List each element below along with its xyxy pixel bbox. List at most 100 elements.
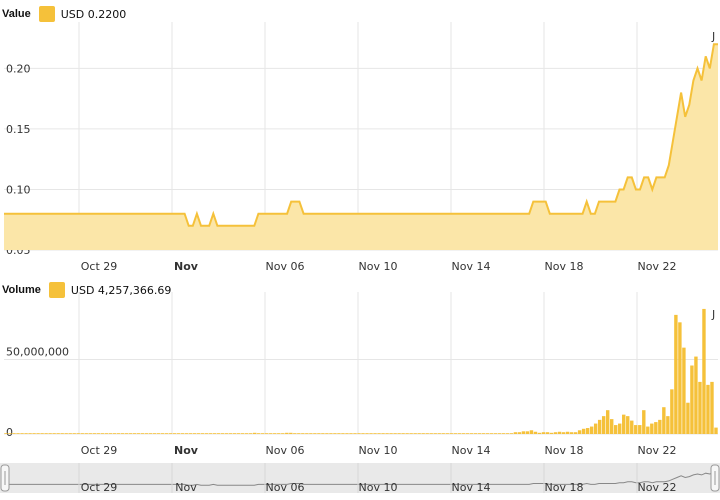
volume-bar — [36, 433, 40, 434]
volume-bar — [273, 433, 277, 434]
volume-bar — [321, 433, 325, 434]
volume-bar — [4, 433, 8, 434]
volume-bar — [561, 432, 566, 434]
volume-bar — [545, 432, 550, 434]
volume-bar — [253, 432, 257, 434]
volume-bar — [148, 433, 153, 434]
volume-bar — [265, 433, 269, 434]
volume-bar — [441, 433, 445, 434]
volume-bar — [674, 314, 678, 434]
volume-bar — [32, 433, 36, 434]
volume-bar — [690, 365, 694, 434]
volume-bar — [164, 433, 169, 434]
value-panel-title: Value — [2, 8, 31, 20]
volume-bar — [549, 432, 554, 434]
volume-bar — [353, 433, 357, 434]
volume-bar — [630, 420, 634, 434]
volume-bar — [605, 410, 610, 434]
volume-bar — [626, 416, 630, 434]
volume-bar — [216, 433, 221, 434]
volume-bar — [654, 422, 658, 434]
volume-bar — [377, 433, 381, 434]
volume-bar — [285, 432, 289, 434]
volume-bar — [349, 433, 353, 434]
volume-bar — [301, 433, 305, 434]
volume-bar — [200, 433, 205, 434]
navigator-tick-label: Oct 29 — [81, 481, 118, 494]
volume-bar — [702, 308, 706, 434]
volume-bar — [509, 433, 514, 434]
volume-bar — [309, 433, 313, 434]
volume-bar — [228, 433, 233, 434]
volume-bar — [469, 433, 474, 434]
volume-bar — [541, 432, 546, 434]
value-y-tick-label: 0.15 — [6, 123, 31, 136]
volume-bar — [417, 433, 421, 434]
volume-bar — [68, 433, 72, 434]
volume-bar — [433, 433, 437, 434]
volume-x-tick-label: Nov 14 — [452, 444, 491, 457]
volume-bar — [401, 433, 405, 434]
volume-bar — [569, 432, 574, 434]
volume-bar — [634, 425, 638, 434]
value-y-tick-label: 0.10 — [6, 183, 31, 196]
volume-panel: 0 50,000,000 J Oct 29 Nov Nov 06 Nov 10 Nov 14 N… — [4, 292, 718, 457]
volume-x-tick-label: Nov 10 — [359, 444, 398, 457]
volume-bar — [553, 432, 558, 434]
navigator-tick-label: Nov 06 — [266, 481, 305, 494]
volume-bar — [453, 433, 457, 434]
volume-bar — [513, 432, 518, 434]
volume-bar — [156, 433, 161, 434]
volume-bar — [461, 433, 465, 434]
value-legend: Value USD 0.2200 — [2, 6, 126, 22]
volume-bar — [381, 433, 385, 434]
volume-bar — [682, 347, 686, 434]
volume-x-tick-label: Nov 22 — [638, 444, 677, 457]
volume-bar — [80, 433, 84, 434]
volume-bar — [293, 433, 297, 434]
volume-bar — [345, 433, 349, 434]
volume-bar — [481, 433, 486, 434]
volume-bar — [116, 433, 121, 434]
volume-bar — [232, 433, 237, 434]
volume-bar — [646, 426, 650, 434]
volume-bar — [28, 433, 32, 434]
volume-bar — [24, 433, 28, 434]
navigator-tick-label: Nov 22 — [638, 481, 677, 494]
volume-bar — [473, 433, 478, 434]
volume-bar — [449, 433, 453, 434]
volume-legend-swatch — [48, 282, 65, 298]
volume-bar — [333, 433, 337, 434]
volume-y-tick-label: 50,000,000 — [6, 346, 69, 359]
volume-legend-label: USD 4,257,366.69 — [70, 283, 172, 297]
volume-bar — [517, 432, 522, 434]
volume-bar — [40, 433, 44, 434]
volume-bar — [196, 433, 201, 434]
volume-bar — [152, 433, 157, 434]
volume-bar — [132, 433, 137, 434]
volume-bar — [176, 433, 181, 434]
volume-bar — [329, 433, 333, 434]
value-x-tick-label: Nov 14 — [452, 260, 491, 273]
volume-bar — [497, 433, 502, 434]
volume-bar — [289, 432, 293, 434]
volume-bar — [168, 433, 173, 434]
volume-bar — [365, 433, 369, 434]
volume-bar — [694, 356, 698, 434]
navigator-series-line — [4, 471, 718, 486]
volume-bar — [120, 433, 125, 434]
volume-bar — [405, 433, 409, 434]
volume-bar — [357, 433, 361, 434]
volume-bar — [88, 433, 92, 434]
volume-bar — [16, 433, 20, 434]
navigator[interactable]: Oct 29 Nov Nov 06 Nov 10 Nov 14 Nov 18 Nov 22 — [0, 463, 720, 494]
volume-bar — [650, 423, 654, 434]
volume-bar — [297, 433, 301, 434]
volume-bar — [136, 433, 141, 434]
value-x-tick-label: Nov 18 — [545, 260, 584, 273]
volume-bar — [8, 433, 12, 434]
volume-bar — [180, 433, 185, 434]
navigator-tick-label: Nov 14 — [452, 481, 491, 494]
volume-bar — [385, 433, 389, 434]
